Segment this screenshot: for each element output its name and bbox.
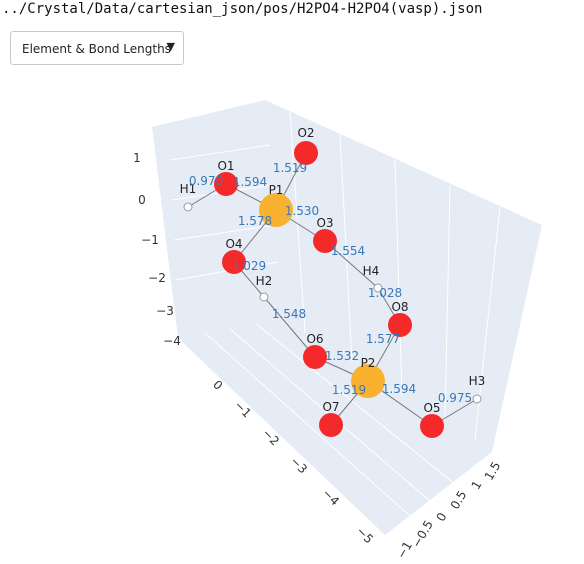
atom-label: O1: [217, 159, 234, 173]
file-path: ../Crystal/Data/cartesian_json/pos/H2PO4…: [2, 1, 483, 17]
atom: [319, 413, 343, 437]
atom: [420, 414, 444, 438]
atom-label: P2: [361, 356, 376, 370]
axis-tick-label: −0.5: [409, 518, 436, 550]
atom: [259, 292, 269, 302]
bond-label: 1.029: [232, 259, 266, 273]
atom: [472, 394, 482, 404]
atom-label: H4: [363, 264, 380, 278]
atom-label: H2: [256, 274, 273, 288]
bond: [263, 296, 316, 358]
bond-label: 1.519: [273, 161, 307, 175]
atom: [351, 364, 385, 398]
atom-label: O8: [391, 300, 408, 314]
axis-tick-label: 1: [133, 151, 141, 165]
axis-tick-label: 1.5: [482, 459, 504, 483]
side-wall: [265, 100, 542, 452]
axis-tick-label: −5: [354, 524, 376, 546]
atom-label: O2: [297, 126, 314, 140]
axis-tick-label: 0: [210, 378, 225, 393]
atom: [222, 250, 246, 274]
atom-label: O3: [316, 216, 333, 230]
dropdown[interactable]: Element & Bond Lengths ▼: [10, 31, 184, 65]
atom-label: O7: [322, 400, 339, 414]
atom-label: O5: [423, 401, 440, 415]
axis-tick-label: 0: [138, 193, 146, 207]
axis-tick-label: −2: [148, 271, 166, 285]
axis-tick-label: −1: [141, 233, 159, 247]
axis-tick-label: −3: [156, 304, 174, 318]
bond-label: 1.532: [325, 349, 359, 363]
bond-label: 1.577: [366, 332, 400, 346]
atom-label: P1: [269, 183, 284, 197]
axis-tick-label: 0: [434, 510, 450, 524]
axis-tick-label: 0.5: [448, 488, 470, 512]
axis-tick-label: 1: [469, 478, 485, 492]
bond-label: 0.975: [438, 391, 472, 405]
bond-label: 1.594: [382, 382, 416, 396]
dropdown-label: Element & Bond Lengths: [22, 42, 171, 56]
bond-label: 1.530: [285, 204, 319, 218]
atom-label: H3: [469, 374, 486, 388]
bond-label: 1.028: [368, 286, 402, 300]
atom: [373, 283, 383, 293]
atom: [303, 345, 327, 369]
bond-label: 1.519: [332, 383, 366, 397]
bond-label: 0.970: [189, 174, 223, 188]
axis-tick-label: −4: [163, 334, 181, 348]
bond-label: 1.594: [233, 175, 267, 189]
atom: [259, 193, 293, 227]
atom: [294, 141, 318, 165]
atom: [388, 313, 412, 337]
bond-label: 1.548: [272, 307, 306, 321]
atom: [313, 229, 337, 253]
atom-label: O6: [306, 332, 323, 346]
atom-label: H1: [180, 182, 197, 196]
bond-label: 1.554: [331, 244, 365, 258]
atom: [214, 172, 238, 196]
atom-label: O4: [225, 237, 242, 251]
bond-label: 1.578: [238, 214, 272, 228]
atom: [183, 202, 193, 212]
dropdown-arrow: ▼: [166, 40, 175, 53]
grid: [169, 111, 501, 517]
